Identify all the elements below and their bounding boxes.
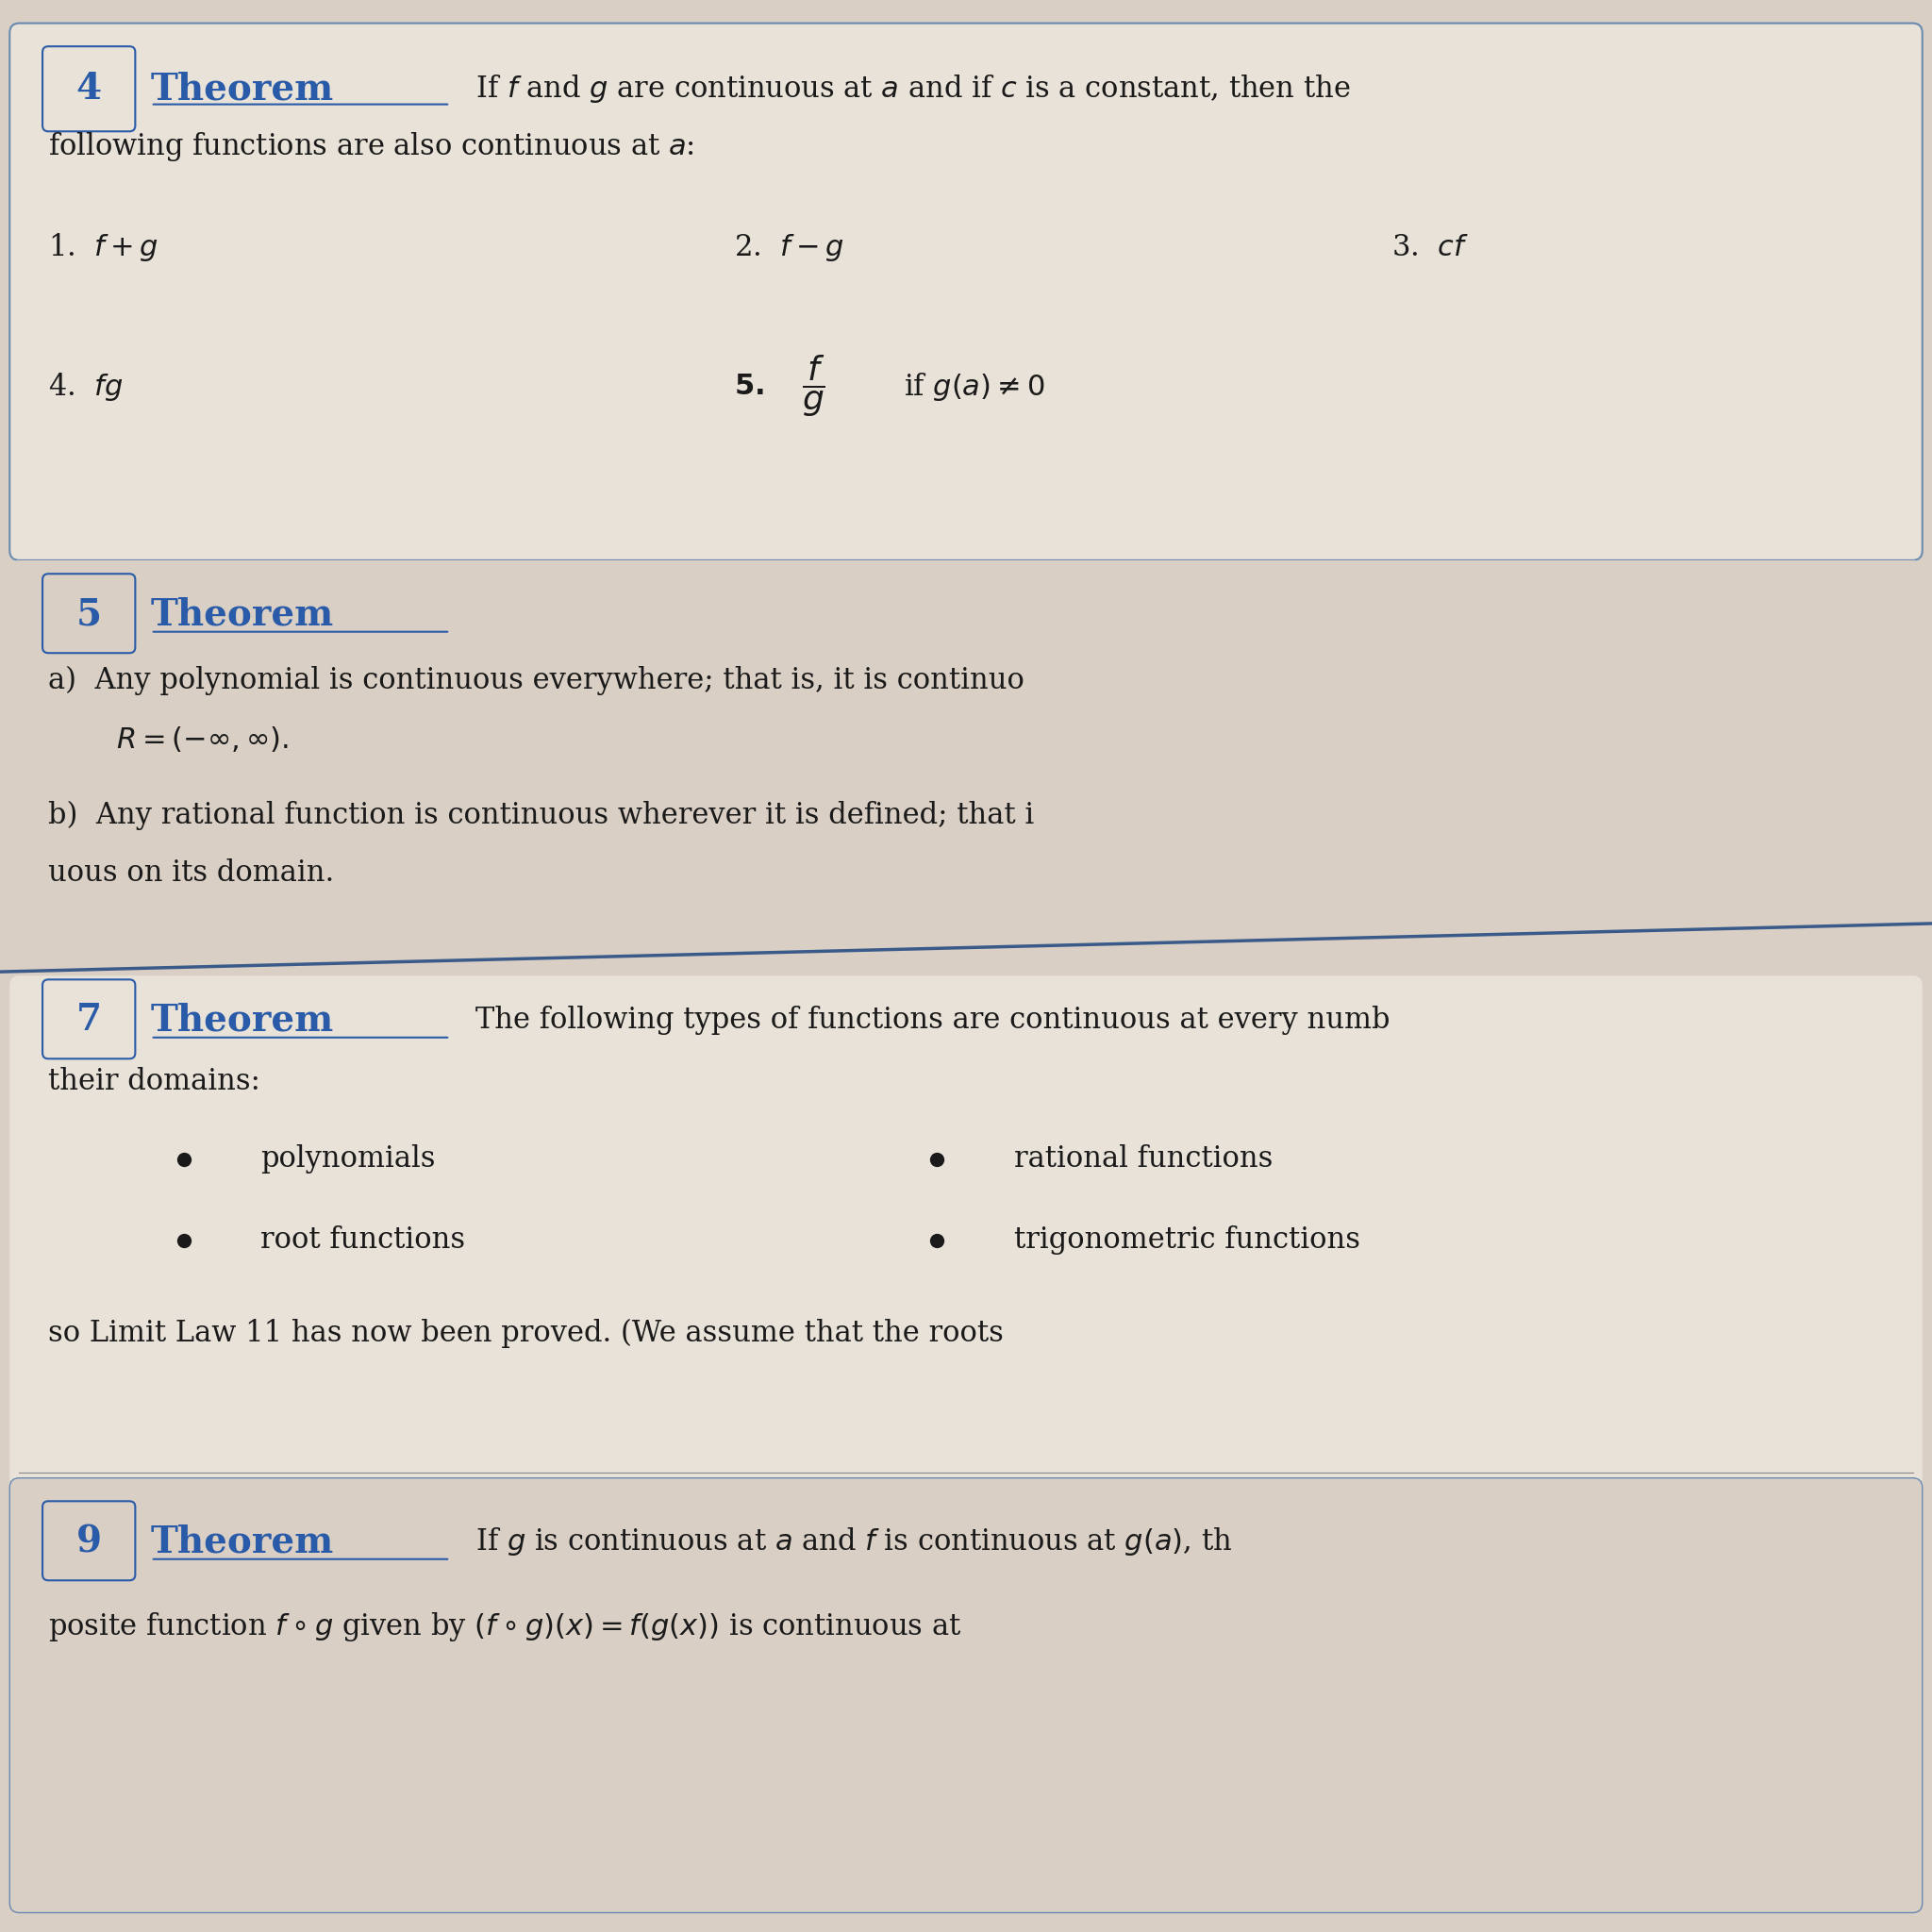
Text: root functions: root functions [261,1225,466,1256]
Text: following functions are also continuous at $a$:: following functions are also continuous … [48,129,696,164]
Text: trigonometric functions: trigonometric functions [1014,1225,1360,1256]
Text: 2.  $f - g$: 2. $f - g$ [734,232,844,263]
Text: so Limit Law 11 has now been proved. (We assume that the roots: so Limit Law 11 has now been proved. (We… [48,1318,1005,1349]
Text: 1.  $f + g$: 1. $f + g$ [48,232,158,263]
FancyBboxPatch shape [43,46,135,131]
Text: Theorem: Theorem [151,597,334,632]
Text: 4: 4 [75,71,102,106]
Text: if $g(a) \neq 0$: if $g(a) \neq 0$ [904,371,1045,402]
FancyBboxPatch shape [10,976,1922,1488]
Text: 9: 9 [75,1524,102,1559]
FancyBboxPatch shape [10,23,1922,560]
Text: $\mathbf{5.}$: $\mathbf{5.}$ [734,371,763,402]
Text: uous on its domain.: uous on its domain. [48,858,334,889]
FancyBboxPatch shape [10,560,1922,985]
FancyBboxPatch shape [43,1501,135,1580]
Text: polynomials: polynomials [261,1144,437,1175]
Text: $R = (-\infty, \infty).$: $R = (-\infty, \infty).$ [116,724,288,755]
Text: Theorem: Theorem [151,71,334,106]
Text: their domains:: their domains: [48,1066,261,1097]
Text: 3.  $cf$: 3. $cf$ [1391,232,1468,263]
Text: b)  Any rational function is continuous wherever it is defined; that i: b) Any rational function is continuous w… [48,800,1034,831]
FancyBboxPatch shape [10,1478,1922,1913]
Text: If $g$ is continuous at $a$ and $f$ is continuous at $g(a)$, th: If $g$ is continuous at $a$ and $f$ is c… [475,1526,1233,1557]
FancyBboxPatch shape [43,574,135,653]
Text: 5: 5 [75,597,102,632]
Text: 7: 7 [75,1003,102,1037]
Text: If $f$ and $g$ are continuous at $a$ and if $c$ is a constant, then the: If $f$ and $g$ are continuous at $a$ and… [475,73,1350,104]
Text: Theorem: Theorem [151,1524,334,1559]
Text: Theorem: Theorem [151,1003,334,1037]
Text: The following types of functions are continuous at every numb: The following types of functions are con… [475,1005,1389,1036]
Text: posite function $f \circ g$ given by $(f \circ g)(x) = f(g(x))$ is continuous at: posite function $f \circ g$ given by $(f… [48,1609,962,1644]
Text: 4.  $fg$: 4. $fg$ [48,371,124,402]
Text: a)  Any polynomial is continuous everywhere; that is, it is continuo: a) Any polynomial is continuous everywhe… [48,665,1024,696]
FancyBboxPatch shape [43,980,135,1059]
Text: rational functions: rational functions [1014,1144,1273,1175]
Text: $\dfrac{f}{g}$: $\dfrac{f}{g}$ [802,354,825,419]
